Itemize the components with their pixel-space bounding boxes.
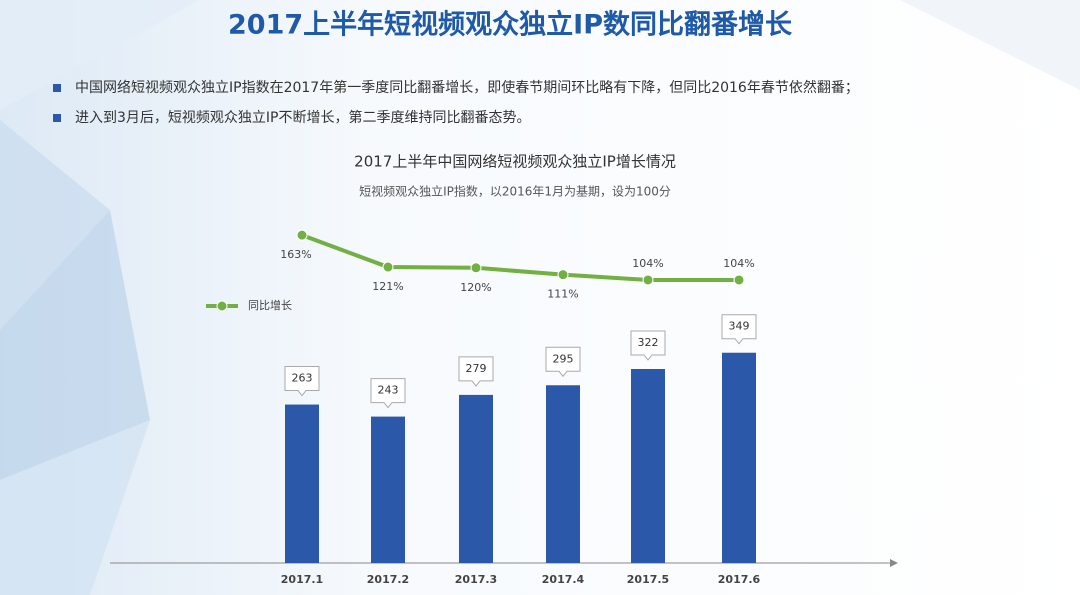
data-label: 279 [466,362,487,375]
line-marker [733,274,745,286]
label-box [545,346,581,378]
data-label: 295 [553,352,574,365]
line-marker [642,274,654,286]
data-label: 104% [632,257,663,270]
data-label: 163% [280,248,311,261]
data-label: 111% [547,288,578,301]
bullet: 中国网络短视频观众独立IP指数在2017年第一季度同比翻番增长，即使春节期间环比… [75,79,859,96]
data-label: 243 [378,384,399,397]
label-box [284,366,320,397]
chart-subtitle: 短视频观众独立IP指数，以2016年1月为基期，设为100分 [359,184,671,199]
decor [900,0,1080,90]
bar [546,385,580,563]
x-tick-label: 2017.4 [542,573,585,586]
data-label: 322 [638,336,659,349]
line-marker [382,261,394,273]
data-label: 104% [723,257,754,270]
bar [285,404,319,563]
bullet: 进入到3月后，短视频观众独立IP不断增长，第二季度维持同比翻番态势。 [75,109,530,126]
bar [631,368,665,563]
bar [371,416,405,563]
label-box [370,378,406,409]
label-box [721,314,757,345]
slide-title: 2017上半年短视频观众独立IP数同比翻番增长 [228,9,793,41]
bullet-marker [53,84,61,92]
data-label: 121% [372,280,403,293]
axis-arrow [890,559,898,567]
data-label: 120% [460,281,491,294]
line-marker [470,262,482,274]
legend-label: 同比增长 [248,298,292,312]
decor [0,0,200,110]
bar [459,394,493,563]
data-label: 349 [729,320,750,333]
line [301,233,739,282]
x-tick-label: 2017.6 [718,573,761,586]
x-tick-label: 2017.5 [627,573,669,586]
line-marker [296,229,308,241]
data-label: 263 [292,372,313,385]
decor [0,420,150,595]
label-box [630,330,666,361]
chart-title: 2017上半年中国网络短视频观众独立IP增长情况 [354,153,676,171]
x-tick-label: 2017.2 [367,573,409,586]
decor [0,120,110,330]
label-box [458,356,494,387]
x-tick-label: 2017.3 [455,573,497,586]
line-marker [557,269,569,281]
bar [722,352,756,563]
bullet-marker [53,114,61,122]
x-tick-label: 2017.1 [281,573,323,586]
legend-marker [216,300,228,312]
decor [0,210,150,480]
